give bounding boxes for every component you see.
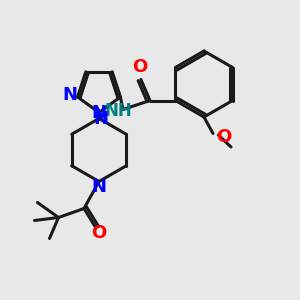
- Text: O: O: [216, 128, 231, 146]
- Text: N: N: [63, 86, 78, 104]
- Text: O: O: [92, 224, 106, 242]
- Text: O: O: [132, 58, 147, 76]
- Text: N: N: [92, 178, 106, 196]
- Text: NH: NH: [104, 102, 132, 120]
- Text: N: N: [92, 104, 106, 122]
- Text: N: N: [93, 110, 108, 128]
